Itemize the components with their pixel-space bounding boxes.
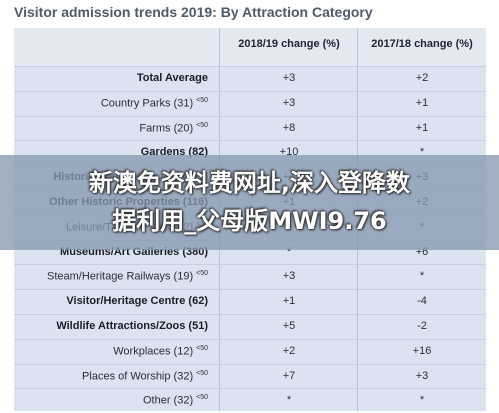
row-label-text: Visitor/Heritage Centre (62) bbox=[66, 295, 208, 308]
row-label-text: Farms (20) bbox=[139, 122, 194, 135]
table-row: Visitor/Heritage Centre (62) +1 -4 bbox=[14, 289, 486, 314]
row-label: Visitor/Heritage Centre (62) bbox=[66, 295, 208, 307]
value-2018-19: +8 bbox=[282, 121, 296, 134]
watermark-line-1: 新澳免资料费网址,深入登降数 bbox=[88, 169, 411, 197]
value-2018-19: * bbox=[286, 394, 292, 407]
column-header-2017-18: 2017/18 change (%) bbox=[371, 38, 473, 50]
value-2018-19: +2 bbox=[282, 344, 296, 357]
row-label-text: Wildlife Attractions/Zoos (51) bbox=[56, 320, 208, 332]
table-header: 2018/19 change (%) 2017/18 change (%) bbox=[14, 28, 486, 66]
sample-size-note: <50 bbox=[196, 121, 208, 129]
value-2017-18: +1 bbox=[415, 96, 429, 109]
row-label-text: Steam/Heritage Railways (19) bbox=[47, 271, 194, 284]
table-row: Steam/Heritage Railways (19) <50 +3 * bbox=[14, 264, 486, 289]
value-2017-18: +1 bbox=[415, 121, 429, 134]
row-label: Workplaces (12) <50 bbox=[113, 345, 208, 358]
value-2018-19: * bbox=[286, 245, 292, 258]
value-2018-19: +3 bbox=[282, 96, 296, 109]
value-2018-19: +3 bbox=[282, 72, 296, 84]
value-2017-18: +16 bbox=[412, 344, 432, 357]
table-row: Total Average +3 +2 bbox=[14, 66, 486, 91]
column-header-2018-19: 2018/19 change (%) bbox=[238, 38, 340, 50]
row-label: Wildlife Attractions/Zoos (51) bbox=[56, 320, 208, 332]
value-2018-19: +1 bbox=[282, 295, 296, 308]
table-row: Wildlife Attractions/Zoos (51) +5 -2 bbox=[14, 314, 486, 339]
value-2017-18: +2 bbox=[415, 72, 429, 84]
table-row: Places of Worship (32) <50 +7 +3 bbox=[14, 363, 486, 389]
value-2018-19: +3 bbox=[282, 270, 296, 283]
value-2017-18: -4 bbox=[417, 295, 427, 308]
sample-size-note: <50 bbox=[196, 344, 208, 352]
row-label: Country Parks (31) <50 bbox=[101, 97, 208, 110]
row-label-text: Workplaces (12) bbox=[113, 345, 194, 358]
table-row: Other (32) <50 * * bbox=[14, 388, 486, 413]
row-label-text: Total Average bbox=[136, 72, 208, 84]
row-label: Other (32) <50 bbox=[143, 394, 208, 407]
sample-size-note: <50 bbox=[196, 270, 208, 278]
row-label: Places of Worship (32) <50 bbox=[82, 370, 208, 383]
watermark-line-2: 据利用_父母版MWI9.76 bbox=[112, 207, 387, 235]
sample-size-note: <50 bbox=[196, 96, 208, 104]
sample-size-note: <50 bbox=[196, 369, 208, 377]
sample-size-note: <50 bbox=[196, 394, 208, 402]
row-label: Total Average bbox=[137, 72, 208, 84]
value-2017-18: -2 bbox=[417, 320, 427, 332]
row-label-text: Other (32) bbox=[142, 395, 194, 408]
row-label-text: Country Parks (31) bbox=[100, 97, 194, 110]
value-2017-18: * bbox=[419, 394, 425, 407]
value-2017-18: * bbox=[419, 146, 425, 159]
row-label-text: Places of Worship (32) bbox=[82, 370, 194, 383]
watermark-band bbox=[0, 155, 499, 250]
table-row: Workplaces (12) <50 +2 +16 bbox=[14, 338, 486, 364]
watermark-caption: 新澳免资料费网址,深入登降数 据利用_父母版MWI9.76 bbox=[0, 164, 499, 240]
value-2018-19: +5 bbox=[282, 320, 296, 332]
value-2017-18: +3 bbox=[415, 369, 429, 382]
value-2017-18: * bbox=[419, 270, 425, 283]
value-2018-19: +7 bbox=[282, 369, 296, 382]
table-row: Farms (20) <50 +8 +1 bbox=[14, 115, 486, 141]
page-title: Visitor admission trends 2019: By Attrac… bbox=[14, 4, 373, 20]
table-row: Country Parks (31) <50 +3 +1 bbox=[14, 90, 486, 116]
row-label: Steam/Heritage Railways (19) <50 bbox=[47, 270, 208, 283]
row-label: Farms (20) <50 bbox=[139, 122, 208, 135]
